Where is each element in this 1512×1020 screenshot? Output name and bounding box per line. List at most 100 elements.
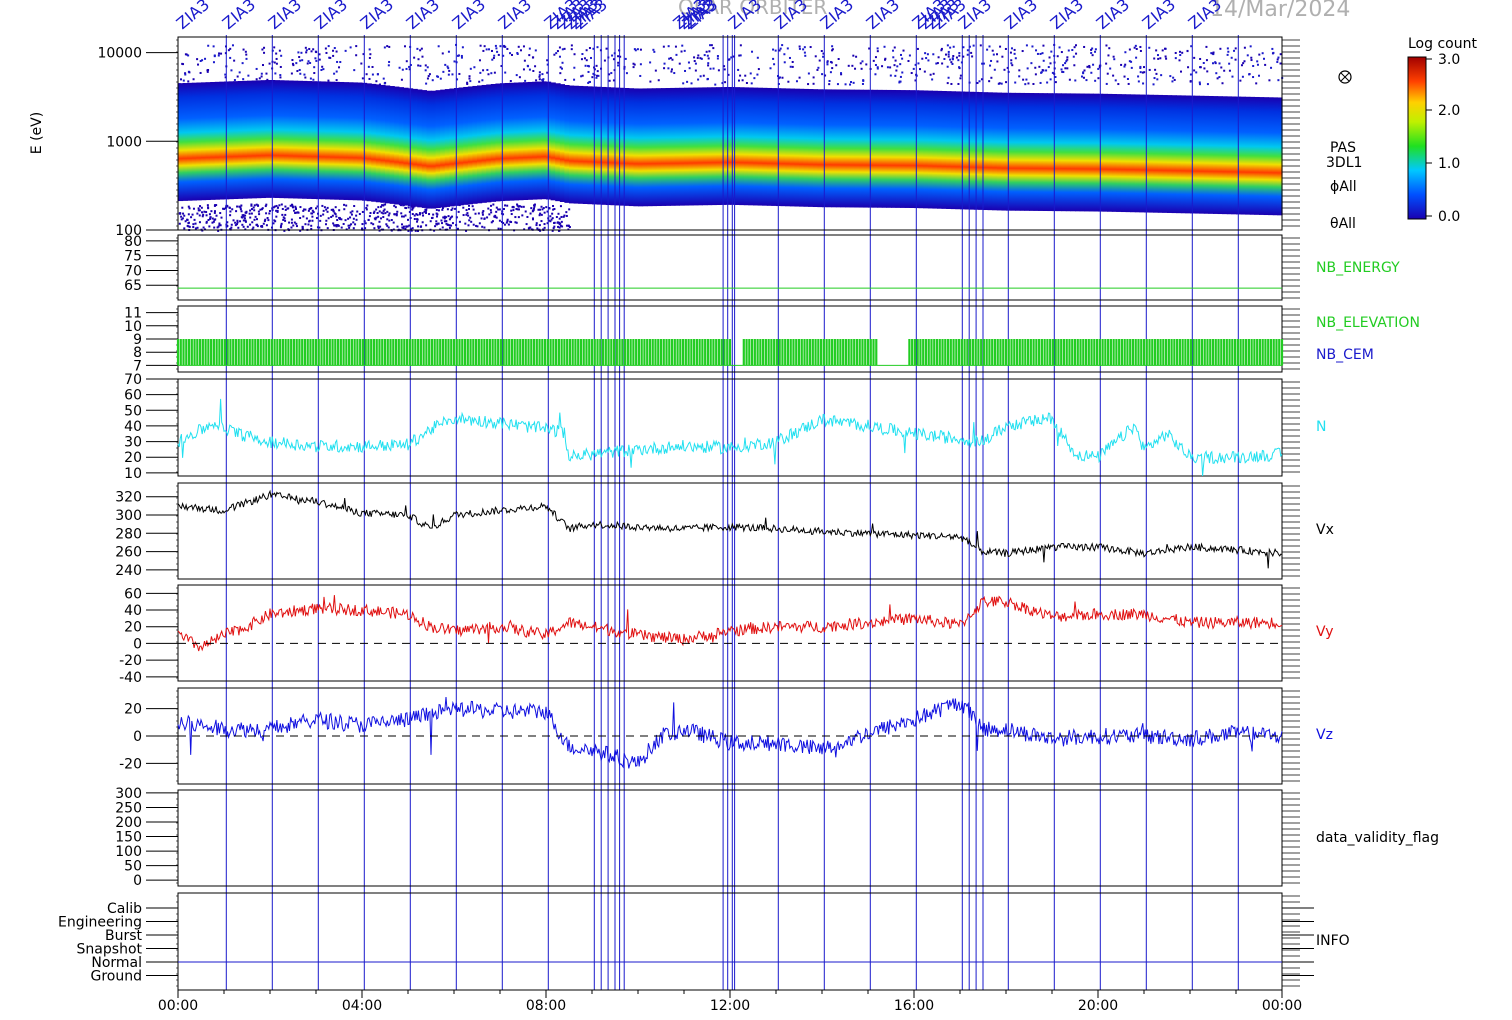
spectrogram-noise-dot	[441, 208, 444, 211]
spectrogram-noise-dot	[693, 60, 696, 63]
spectrogram-column	[1153, 94, 1159, 213]
spectrogram-noise-dot	[706, 54, 709, 57]
x-axis: 00:00 04:00 08:00 12:00 16:00 20:00 00:00	[158, 990, 1302, 1014]
spectrogram-noise-dot	[279, 74, 282, 77]
spectrogram-noise-dot	[1120, 63, 1123, 66]
spectrogram-column	[541, 81, 547, 200]
spectrogram-noise-dot	[337, 224, 340, 227]
spectrogram-noise-dot	[1139, 71, 1142, 74]
spectrogram-noise-dot	[543, 226, 546, 229]
spectrogram-noise-dot	[440, 219, 443, 222]
spectrogram-column	[624, 88, 630, 206]
spectrogram-column	[187, 82, 193, 201]
spectrogram-column	[1157, 94, 1163, 213]
spectrogram-noise-dot	[892, 49, 895, 52]
spectrogram-noise-dot	[1060, 51, 1063, 54]
spectrogram-noise-dot	[553, 53, 556, 56]
spectrogram-noise-dot	[1148, 46, 1151, 49]
spectrogram-noise-dot	[182, 79, 185, 82]
spectrogram-noise-dot	[565, 214, 568, 217]
flag-tick-label: 300	[115, 786, 142, 802]
title-fragment: OLAR ORBITER	[678, 0, 827, 19]
spectrogram-noise-dot	[343, 203, 346, 206]
spectrogram-noise-dot	[212, 45, 215, 48]
spectrogram-noise-dot	[253, 204, 256, 207]
spectrogram-column	[237, 80, 243, 199]
spectrogram-column	[808, 89, 814, 207]
spectrogram-noise-dot	[220, 216, 223, 219]
spectrogram-noise-dot	[1173, 78, 1176, 81]
spectrogram-noise-dot	[368, 56, 371, 59]
spectrogram-noise-dot	[420, 225, 423, 228]
spectrogram-noise-dot	[1141, 71, 1144, 74]
spectrogram-noise-dot	[1105, 62, 1108, 65]
spectrogram-noise-dot	[362, 53, 365, 56]
spectrogram-noise-dot	[883, 45, 886, 48]
spectrogram-noise-dot	[730, 56, 733, 59]
spectrogram-noise-dot	[180, 215, 183, 218]
spectrogram-noise-dot	[266, 78, 269, 81]
spectrogram-column	[1254, 96, 1260, 215]
spectrogram-noise-dot	[535, 222, 538, 225]
spectrogram-column	[532, 81, 538, 200]
spectrogram-noise-dot	[355, 54, 358, 57]
spectrogram-noise-dot	[527, 65, 530, 68]
spectrogram-noise-dot	[1106, 72, 1109, 75]
spectrogram-noise-dot	[245, 53, 248, 56]
spectrogram-noise-dot	[458, 72, 461, 75]
spectrogram-noise-dot	[1000, 82, 1003, 85]
spectrogram-column	[573, 85, 579, 204]
vy-tick-label: 40	[124, 603, 142, 619]
spectrogram-noise-dot	[1198, 81, 1201, 84]
spectrogram-noise-dot	[375, 80, 378, 83]
spectrogram-noise-dot	[966, 53, 969, 56]
spectrogram-noise-dot	[789, 65, 792, 68]
spectrogram-noise-dot	[580, 58, 583, 61]
spectrogram-noise-dot	[447, 67, 450, 70]
spectrogram-noise-dot	[540, 205, 543, 208]
spectrogram-noise-dot	[364, 227, 367, 230]
spectrogram-noise-dot	[639, 74, 642, 77]
spectrogram-noise-dot	[394, 206, 397, 209]
spectrogram-noise-dot	[812, 76, 815, 79]
spectrogram-noise-dot	[639, 48, 642, 51]
spectrogram-noise-dot	[229, 56, 232, 59]
spectrogram-noise-dot	[751, 50, 754, 53]
spectrogram-noise-dot	[1154, 68, 1157, 71]
spectrogram-noise-dot	[514, 216, 517, 219]
spectrogram-noise-dot	[437, 75, 440, 78]
spectrogram-noise-dot	[443, 217, 446, 220]
nb-cem-label: NB_CEM	[1316, 347, 1374, 363]
spectrogram-noise-dot	[542, 207, 545, 210]
spectrogram-column	[1240, 96, 1246, 215]
spectrogram-noise-dot	[349, 216, 352, 219]
spectrogram-noise-dot	[756, 73, 759, 76]
spectrogram-noise-dot	[331, 214, 334, 217]
spectrogram-column	[601, 86, 607, 205]
spectrogram-column	[762, 87, 768, 206]
spectrogram-noise-dot	[307, 60, 310, 63]
spectrogram-noise-dot	[524, 79, 527, 82]
spectrogram-noise-dot	[568, 226, 571, 229]
spectrogram-noise-dot	[462, 214, 465, 217]
spectrogram-column	[1015, 92, 1021, 211]
spectrogram-noise-dot	[424, 211, 427, 214]
spectrogram-noise-dot	[384, 203, 387, 206]
spectrogram-column	[366, 83, 372, 202]
out-of-plane-icon-cross	[1340, 72, 1350, 82]
spectrogram-noise-dot	[230, 226, 233, 229]
spectrogram-noise-dot	[947, 50, 950, 53]
spectrogram-noise-dot	[296, 70, 299, 73]
spectrogram-noise-dot	[840, 73, 843, 76]
colorbar-tick-label: 1.0	[1438, 156, 1460, 172]
spectrogram-noise-dot	[557, 212, 560, 215]
spectrogram-noise-dot	[1216, 77, 1219, 80]
spectrogram-noise-dot	[1024, 83, 1027, 86]
spectrogram-column	[352, 82, 358, 201]
spectrogram-noise-dot	[257, 210, 260, 213]
spectrogram-noise-dot	[541, 208, 544, 211]
spectrogram-noise-dot	[425, 224, 428, 227]
spectrogram-noise-dot	[209, 216, 212, 219]
spectrogram-noise-dot	[387, 214, 390, 217]
spectrogram-noise-dot	[187, 225, 190, 228]
